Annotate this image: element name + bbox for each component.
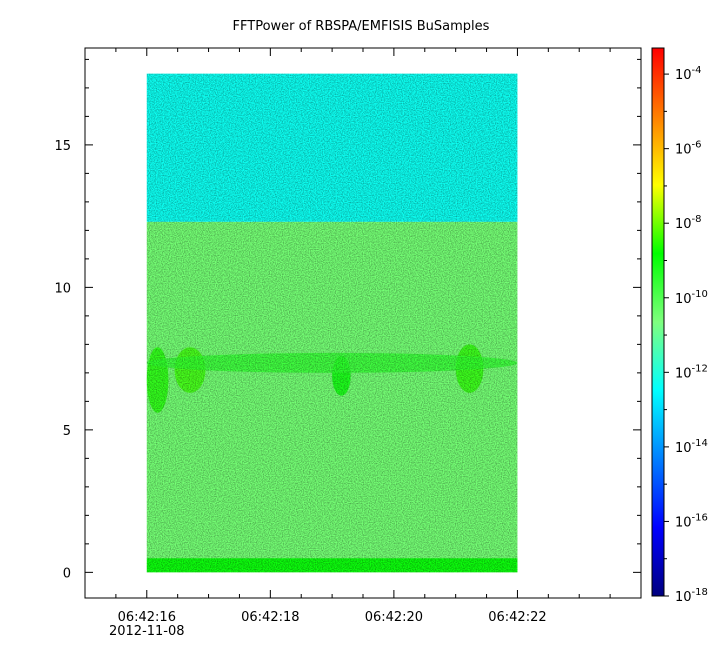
colorbar-tick-label-7: 10-18 <box>675 587 708 605</box>
x-date-label: 2012-11-08 <box>109 624 185 639</box>
y-tick-label-1: 5 <box>63 424 71 439</box>
colorbar-tick-label-1: 10-6 <box>675 140 702 158</box>
spectrogram-speckle <box>146 73 518 573</box>
colorbar: 10-4 10-6 10-8 10-10 10-12 10-14 10-16 10-18 <box>651 47 708 605</box>
x-tick-label-2: 06:42:20 <box>365 610 423 625</box>
x-tick-label-0: 06:42:16 <box>118 610 176 625</box>
y-tick-label-3: 15 <box>54 139 71 154</box>
colorbar-tick-label-2: 10-8 <box>675 214 702 232</box>
axes: 0 5 10 15 06:42:16 06:42:18 06:42:20 06:42:22 20… <box>54 47 642 639</box>
colorbar-tick-label-4: 10-12 <box>675 363 708 381</box>
chart-title: FFTPower of RBSPA/EMFISIS BuSamples <box>233 19 490 34</box>
colorbar-tick-label-6: 10-16 <box>675 512 708 530</box>
y-tick-label-0: 0 <box>63 566 71 581</box>
x-tick-label-3: 06:42:22 <box>488 610 546 625</box>
plot-area <box>85 48 641 598</box>
colorbar-tick-label-0: 10-4 <box>675 65 702 83</box>
colorbar-tick-label-5: 10-14 <box>675 438 708 456</box>
x-tick-label-1: 06:42:18 <box>241 610 299 625</box>
y-tick-label-2: 10 <box>54 281 71 296</box>
colorbar-gradient <box>651 47 665 597</box>
colorbar-tick-label-3: 10-10 <box>675 289 708 307</box>
